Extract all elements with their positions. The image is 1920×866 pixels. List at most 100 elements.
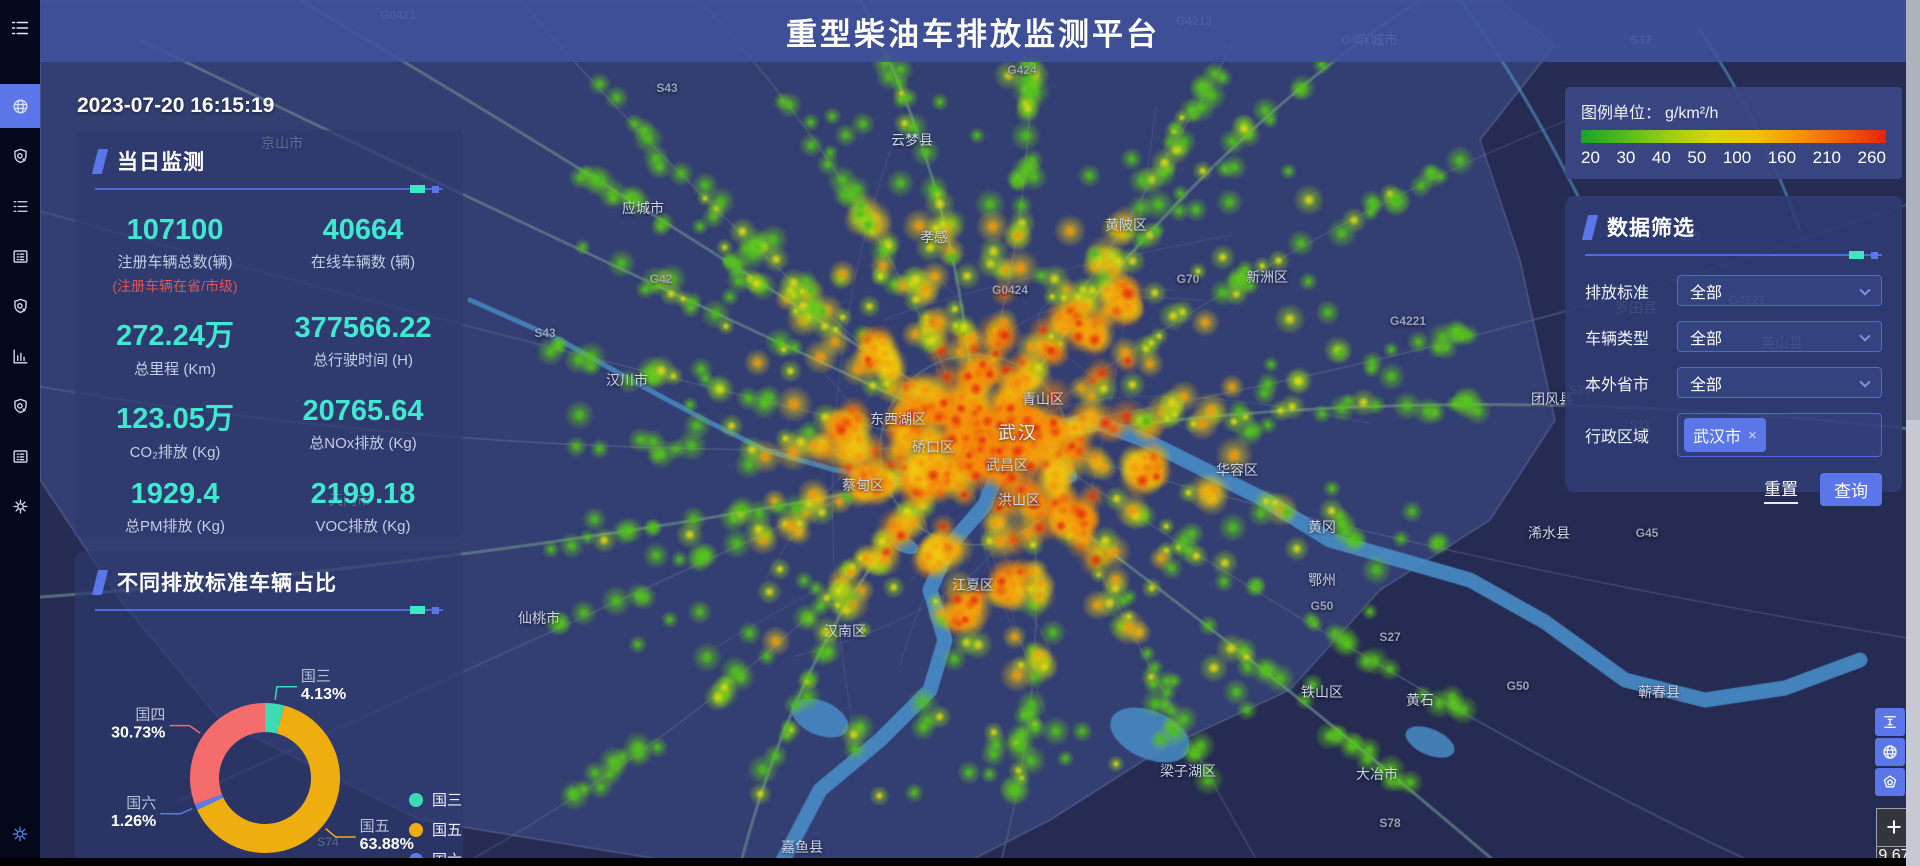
emission-standard-share-panel: 不同排放标准车辆占比 国三 4.13% 国五 63.88% 国六 1.26% 国四 30.73… bbox=[75, 551, 463, 866]
donut-slice-国三[interactable] bbox=[265, 703, 285, 734]
title-underline bbox=[95, 606, 443, 614]
legend-label: 国五 bbox=[432, 822, 463, 839]
sidebar-item-doc-list[interactable] bbox=[0, 234, 40, 278]
stat-value: 377566.22 bbox=[294, 312, 432, 344]
data-filter-panel: 数据筛选 排放标准 全部 车辆类型 全部 本外省市 全部 行政区域 武汉市 × 重置 查询 bbox=[1565, 196, 1902, 506]
stat-label: 总里程 (Km) bbox=[134, 361, 216, 378]
donut-legend: 国三国五国六国四 bbox=[409, 789, 462, 866]
filter-label: 车辆类型 bbox=[1585, 330, 1650, 348]
donut-slice-国五[interactable] bbox=[197, 705, 340, 853]
stat-cell: 123.05万 CO₂排放 (Kg) bbox=[81, 395, 269, 462]
legend-dot bbox=[409, 822, 423, 837]
region-tag-input[interactable]: 武汉市 × bbox=[1677, 413, 1882, 457]
chevron-down-icon bbox=[1859, 330, 1871, 342]
map-tool-fit-extent-button[interactable] bbox=[1875, 708, 1905, 736]
donut-slice-国六[interactable] bbox=[194, 794, 224, 810]
title-slash-marker bbox=[91, 569, 109, 595]
tag-text: 武汉市 bbox=[1693, 429, 1742, 446]
query-button[interactable]: 查询 bbox=[1820, 473, 1882, 506]
stat-value: 107100 bbox=[126, 214, 224, 246]
legend-dot bbox=[409, 792, 423, 807]
scale-tick: 40 bbox=[1651, 148, 1671, 167]
donut-callout-label: 国三 4.13% bbox=[301, 668, 346, 703]
filter-label: 排放标准 bbox=[1585, 284, 1650, 302]
tag-remove-icon[interactable]: × bbox=[1748, 426, 1757, 444]
stat-value: 40664 bbox=[322, 214, 404, 246]
stat-cell: 377566.22 总行驶时间 (H) bbox=[269, 312, 457, 379]
today-stats-grid: 107100 注册车辆总数(辆) (注册车辆在省/市级) 40664 在线车辆数 (辆)… bbox=[75, 190, 463, 544]
select-value: 全部 bbox=[1690, 284, 1723, 302]
sidebar-item-shield-search[interactable] bbox=[0, 134, 40, 178]
scale-tick: 30 bbox=[1616, 148, 1636, 167]
donut-callout-line bbox=[274, 686, 297, 700]
donut-callout-line bbox=[160, 808, 193, 815]
scrollbar-thumb[interactable] bbox=[1906, 0, 1920, 420]
sidebar-item-gear[interactable] bbox=[0, 484, 40, 528]
heat-scale-card: 图例单位： g/km²/h 20 30 40 50 100 160 210 260 bbox=[1565, 87, 1902, 179]
sidebar-item-shield-search[interactable] bbox=[0, 284, 40, 328]
scale-tick: 50 bbox=[1687, 148, 1707, 167]
menu-toggle-button[interactable] bbox=[0, 6, 40, 50]
chevron-down-icon bbox=[1859, 284, 1871, 296]
underline-handle-blue bbox=[1871, 252, 1878, 259]
title-slash-marker bbox=[91, 148, 109, 174]
underline-handle-teal bbox=[410, 606, 425, 614]
legend-item-国三[interactable]: 国三 bbox=[409, 789, 462, 810]
legend-item-国五[interactable]: 国五 bbox=[409, 819, 462, 840]
map-tool-pentagon-3d-button[interactable] bbox=[1875, 768, 1905, 796]
zoom-in-button[interactable]: + bbox=[1886, 812, 1902, 842]
underline-handle-teal bbox=[1849, 251, 1864, 259]
bar-chart-icon bbox=[12, 348, 28, 364]
filter-select-本外省市[interactable]: 全部 bbox=[1677, 367, 1882, 398]
sidebar-item-doc-list[interactable] bbox=[0, 434, 40, 478]
stat-cell: 2199.18 VOC排放 (Kg) bbox=[269, 478, 457, 536]
heat-scale-unit: g/km²/h bbox=[1665, 105, 1719, 122]
select-value: 全部 bbox=[1690, 376, 1723, 394]
donut-slice-国四[interactable] bbox=[190, 703, 265, 805]
sidebar-item-shield-search[interactable] bbox=[0, 384, 40, 428]
stat-cell: 107100 注册车辆总数(辆) (注册车辆在省/市级) bbox=[81, 214, 269, 296]
title-underline bbox=[95, 185, 443, 193]
list-icon bbox=[12, 200, 28, 212]
reset-button[interactable]: 重置 bbox=[1764, 475, 1798, 504]
donut-callout-label: 国五 63.88% bbox=[360, 818, 414, 853]
page-scrollbar[interactable] bbox=[1906, 0, 1920, 866]
scale-tick: 100 bbox=[1722, 148, 1752, 167]
sidebar-nav bbox=[0, 0, 40, 866]
filter-label: 行政区域 bbox=[1585, 429, 1650, 446]
current-datetime: 2023-07-20 16:15:19 bbox=[77, 94, 275, 117]
sidebar-item-bar-chart[interactable] bbox=[0, 334, 40, 378]
filter-select-排放标准[interactable]: 全部 bbox=[1677, 275, 1882, 306]
fit-extent-icon bbox=[1884, 716, 1896, 728]
chevron-down-icon bbox=[1859, 376, 1871, 388]
stat-label: VOC排放 (Kg) bbox=[315, 518, 411, 535]
stat-label: CO₂排放 (Kg) bbox=[129, 444, 221, 461]
stat-label: 总NOx排放 (Kg) bbox=[309, 435, 417, 452]
stat-value: 272.24万 bbox=[116, 320, 234, 352]
app-header: 重型柴油车排放监测平台 bbox=[40, 0, 1906, 62]
title-underline bbox=[1585, 251, 1882, 259]
scale-tick: 210 bbox=[1812, 148, 1841, 167]
bottom-edge-bar bbox=[0, 858, 1906, 866]
stat-cell: 40664 在线车辆数 (辆) bbox=[269, 214, 457, 296]
gear-icon bbox=[12, 498, 28, 514]
donut-callout-label: 国四 30.73% bbox=[111, 707, 165, 742]
settings-gear-button[interactable] bbox=[0, 812, 40, 856]
sidebar-item-globe-active[interactable] bbox=[0, 84, 40, 128]
stat-label: 总PM排放 (Kg) bbox=[124, 518, 225, 535]
today-panel-title: 当日监测 bbox=[117, 151, 205, 174]
sidebar-item-list[interactable] bbox=[0, 184, 40, 228]
underline-handle-blue bbox=[432, 186, 439, 193]
map-tool-globe-button[interactable] bbox=[1875, 738, 1905, 766]
stat-value: 2199.18 bbox=[310, 478, 416, 510]
stat-label: 总行驶时间 (H) bbox=[313, 352, 413, 369]
filter-select-车辆类型[interactable]: 全部 bbox=[1677, 321, 1882, 352]
region-tag-武汉市: 武汉市 × bbox=[1684, 418, 1766, 452]
emission-standard-donut-chart[interactable]: 国三 4.13% 国五 63.88% 国六 1.26% 国四 30.73% bbox=[75, 607, 463, 866]
heat-scale-ticks: 20 30 40 50 100 160 210 260 bbox=[1581, 148, 1886, 168]
filter-row: 车辆类型 全部 bbox=[1585, 321, 1882, 352]
doc-list-icon bbox=[12, 249, 28, 263]
filter-row: 本外省市 全部 bbox=[1585, 367, 1882, 398]
pentagon-3d-icon bbox=[1883, 775, 1897, 788]
